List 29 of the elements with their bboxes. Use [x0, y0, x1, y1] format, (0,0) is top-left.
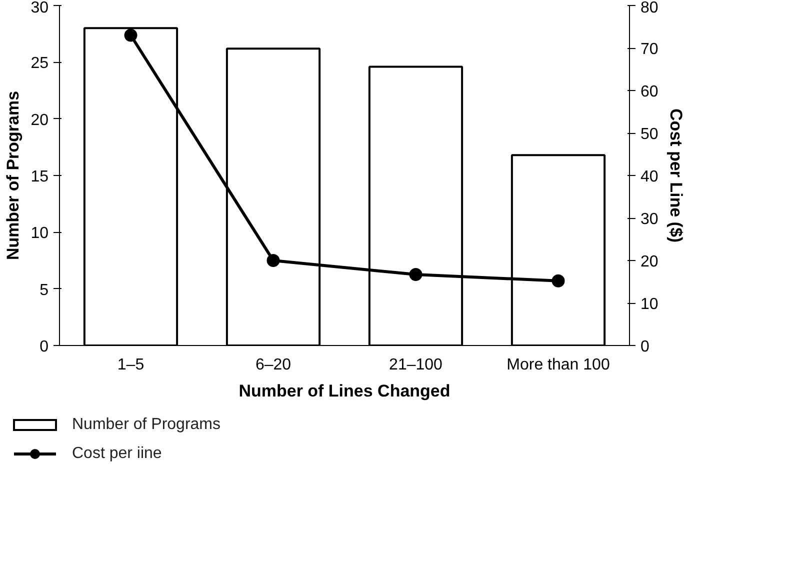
y-axis-title: Number of Programs [4, 90, 23, 260]
y2-tick-label: 40 [640, 168, 658, 186]
y-tick-label: 15 [30, 168, 49, 186]
y-tick-label: 5 [40, 282, 49, 299]
y-tick-label: 10 [30, 225, 49, 242]
x-tick-label: 1–5 [117, 356, 144, 374]
point [409, 268, 422, 282]
y2-axis-title: Cost per Line ($) [666, 108, 686, 243]
y2-tick-label: 20 [640, 254, 658, 270]
y-tick-label: 20 [30, 112, 49, 129]
point [266, 254, 280, 267]
y2-tick-label: 30 [640, 211, 658, 228]
y2-tick-label: 10 [640, 296, 658, 313]
x-tick-label: 21–100 [389, 356, 443, 374]
y-tick-label: 30 [30, 0, 49, 16]
x-tick-label: More than 100 [506, 356, 610, 374]
x-tick-label: 6–20 [255, 356, 292, 374]
y2-tick-label: 50 [640, 126, 658, 143]
legend-label: Number of Programs [72, 415, 220, 435]
y2-tick-label: 0 [640, 338, 650, 356]
y2-tick-label: 60 [640, 84, 658, 100]
y-tick-label: 25 [30, 55, 49, 72]
point [552, 274, 565, 288]
y2-tick-label: 80 [640, 0, 658, 16]
y-tick-label: 0 [40, 338, 49, 356]
legend-label: Cost per iine [72, 444, 162, 464]
x-axis-title: Number of Lines Changed [238, 382, 450, 400]
point [124, 28, 138, 42]
y2-tick-label: 70 [640, 41, 658, 58]
